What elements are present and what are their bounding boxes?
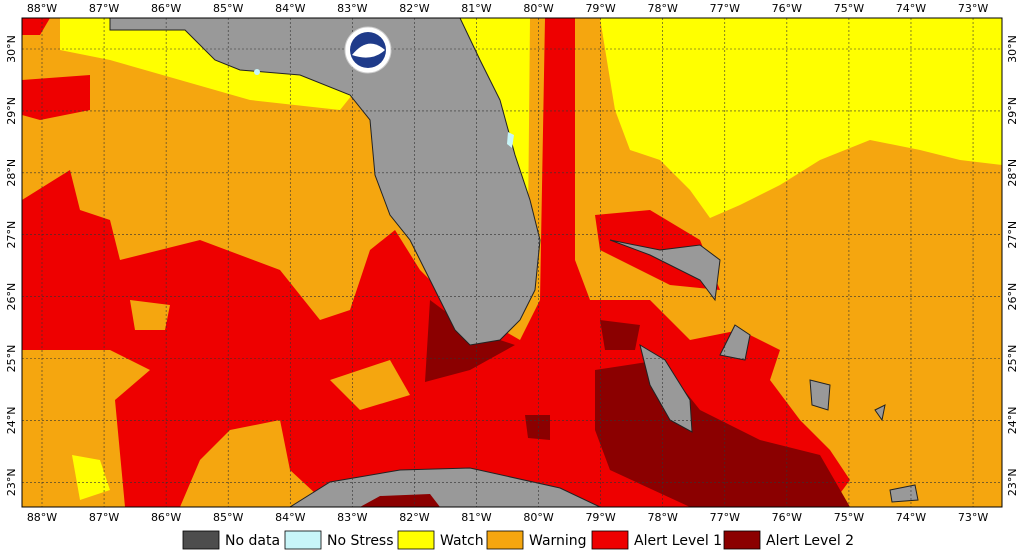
land-florida: [109, 18, 541, 346]
lat-label: 29°N: [1006, 97, 1019, 125]
alert-2-area: [525, 415, 550, 440]
lon-label: 77°W: [710, 511, 740, 524]
lon-label: 88°W: [27, 511, 57, 524]
warning-area: [130, 300, 170, 330]
lat-label: 30°N: [1006, 35, 1019, 63]
lon-label: 86°W: [151, 2, 181, 15]
legend-swatch: [723, 530, 761, 550]
lon-label: 77°W: [710, 2, 740, 15]
lon-label: 84°W: [275, 2, 305, 15]
watch-area: [72, 455, 110, 500]
alert-1-area: [22, 18, 50, 35]
land-islands: [809, 379, 919, 503]
lat-label: 23°N: [1006, 468, 1019, 496]
no-stress-spot: [507, 132, 514, 148]
lon-label: 75°W: [834, 511, 864, 524]
lat-label: 24°N: [5, 407, 18, 435]
legend-label: No Stress: [327, 533, 394, 549]
lon-label: 75°W: [834, 2, 864, 15]
legend-label: Alert Level 2: [766, 533, 854, 549]
land-grand-bahama: [609, 239, 721, 302]
lon-label: 78°W: [648, 511, 678, 524]
legend-label: Warning: [529, 533, 587, 549]
lon-label: 76°W: [772, 2, 802, 15]
legend-label: Alert Level 1: [634, 533, 722, 549]
lon-label: 79°W: [585, 511, 615, 524]
land-andros: [639, 343, 693, 433]
lon-label: 87°W: [89, 511, 119, 524]
lat-label: 28°N: [5, 159, 18, 187]
legend: No data No Stress Watch Warning Alert Level …: [182, 530, 854, 550]
lon-label: 88°W: [27, 2, 57, 15]
lon-label: 74°W: [896, 511, 926, 524]
legend-swatch: [486, 530, 524, 550]
lat-label: 27°N: [1006, 221, 1019, 249]
lat-label: 23°N: [5, 468, 18, 496]
lat-label: 27°N: [5, 221, 18, 249]
lon-label: 85°W: [213, 2, 243, 15]
lon-label: 80°W: [523, 511, 553, 524]
lat-label: 29°N: [5, 97, 18, 125]
map-frame: [21, 17, 1003, 508]
lon-label: 74°W: [896, 2, 926, 15]
lon-label: 82°W: [399, 511, 429, 524]
lat-label: 28°N: [1006, 159, 1019, 187]
lon-label: 79°W: [585, 2, 615, 15]
lat-label: 24°N: [1006, 407, 1019, 435]
lon-label: 82°W: [399, 2, 429, 15]
legend-swatch: [397, 530, 435, 550]
lat-label: 25°N: [5, 345, 18, 373]
lon-label: 76°W: [772, 511, 802, 524]
lat-label: 30°N: [5, 35, 18, 63]
lon-label: 84°W: [275, 511, 305, 524]
lon-label: 87°W: [89, 2, 119, 15]
grid: 88°W 88°W 87°W 87°W 86°W 86°W 85°W 85°W 84°W 84°W…: [5, 2, 1019, 524]
legend-label: No data: [225, 533, 280, 549]
lon-label: 81°W: [461, 2, 491, 15]
lat-label: 26°N: [1006, 283, 1019, 311]
warning-area: [330, 360, 410, 410]
lon-label: 85°W: [213, 511, 243, 524]
lon-label: 78°W: [648, 2, 678, 15]
lat-label: 26°N: [5, 283, 18, 311]
lon-label: 83°W: [337, 2, 367, 15]
logo: [344, 26, 392, 74]
legend-swatch: [591, 530, 629, 550]
lon-label: 80°W: [523, 2, 553, 15]
lon-label: 83°W: [337, 511, 367, 524]
alert-1-area: [22, 75, 90, 120]
legend-swatch: [284, 530, 322, 550]
lat-label: 25°N: [1006, 345, 1019, 373]
land-eleuthera: [719, 324, 751, 361]
legend-swatch: [182, 530, 220, 550]
no-stress-spot: [254, 69, 260, 75]
alert-2-area: [360, 494, 440, 507]
lon-label: 86°W: [151, 511, 181, 524]
map: [22, 18, 1002, 507]
lon-label: 73°W: [958, 2, 988, 15]
lon-label: 81°W: [461, 511, 491, 524]
lon-label: 73°W: [958, 511, 988, 524]
logo-bird: [352, 43, 385, 58]
alert-2-area: [600, 320, 640, 350]
legend-label: Watch: [440, 533, 484, 549]
watch-area: [600, 18, 1002, 218]
